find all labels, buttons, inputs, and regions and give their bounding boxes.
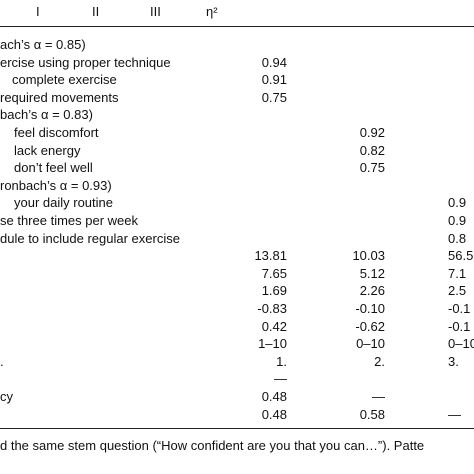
cell: 0.48 (261, 389, 287, 404)
cell: -0.83 (257, 301, 287, 316)
column-header: II (92, 4, 100, 19)
bottom-rule (0, 428, 474, 429)
cell: 0.94 (261, 54, 287, 70)
cell: 56.5 (448, 248, 474, 264)
cell: 0.48 (261, 406, 287, 422)
cell: 10.03 (352, 248, 385, 264)
cell: 0.82 (359, 142, 385, 158)
cell: 0.58 (359, 406, 385, 422)
cell: 0.75 (359, 160, 385, 176)
cell: 0–10 (448, 336, 474, 352)
row-label: bach’s α = 0.83) (0, 107, 93, 123)
cell: 0.42 (261, 318, 287, 334)
row-label: feel discomfort (14, 125, 99, 140)
cell: 0.9 (448, 195, 467, 211)
row-label: ach’s α = 0.85) (0, 37, 86, 52)
row-label: don’t feel well (14, 160, 93, 176)
row-label: lack energy (14, 142, 81, 158)
column-header: III (150, 4, 161, 19)
row-label: cy (0, 389, 13, 404)
cell: 0.92 (359, 125, 385, 140)
footnote: d the same stem question (“How confident… (0, 438, 425, 453)
row-label: dule to include regular exercise (0, 230, 180, 246)
cell: — (372, 389, 385, 404)
cell: 0–10 (356, 336, 385, 352)
cell: 1–10 (258, 336, 287, 352)
cell: 1.69 (261, 283, 287, 299)
cell: -0.1 (448, 301, 471, 316)
cell: 1. (276, 353, 287, 369)
cell: 0.91 (261, 72, 287, 88)
cell: 0.75 (261, 89, 287, 105)
cell: 7.65 (261, 265, 287, 281)
cell: 2. (374, 353, 385, 369)
header-rule (0, 26, 474, 27)
row-label: your daily routine (14, 195, 113, 211)
cell: 3. (448, 353, 459, 369)
row-label: se three times per week (0, 213, 139, 228)
cell: — (448, 406, 461, 422)
column-header: η² (206, 4, 218, 19)
cell: -0.62 (355, 318, 385, 334)
cell: 2.5 (448, 283, 467, 299)
row-label: complete exercise (12, 72, 117, 88)
cell: 2.26 (359, 283, 385, 299)
cell: 13.81 (254, 248, 287, 264)
column-header: I (36, 4, 40, 19)
row-label: ronbach’s α = 0.93) (0, 177, 112, 193)
row-label: required movements (0, 89, 119, 105)
cell: -0.10 (355, 301, 385, 316)
cell: 5.12 (359, 265, 385, 281)
row-label: ercise using proper technique (0, 54, 171, 70)
cell: 7.1 (448, 265, 467, 281)
cell: — (274, 371, 287, 387)
cell: 0.8 (448, 230, 467, 246)
row-label: . (0, 353, 4, 369)
cell: -0.1 (448, 318, 471, 334)
cell: 0.9 (448, 213, 467, 228)
